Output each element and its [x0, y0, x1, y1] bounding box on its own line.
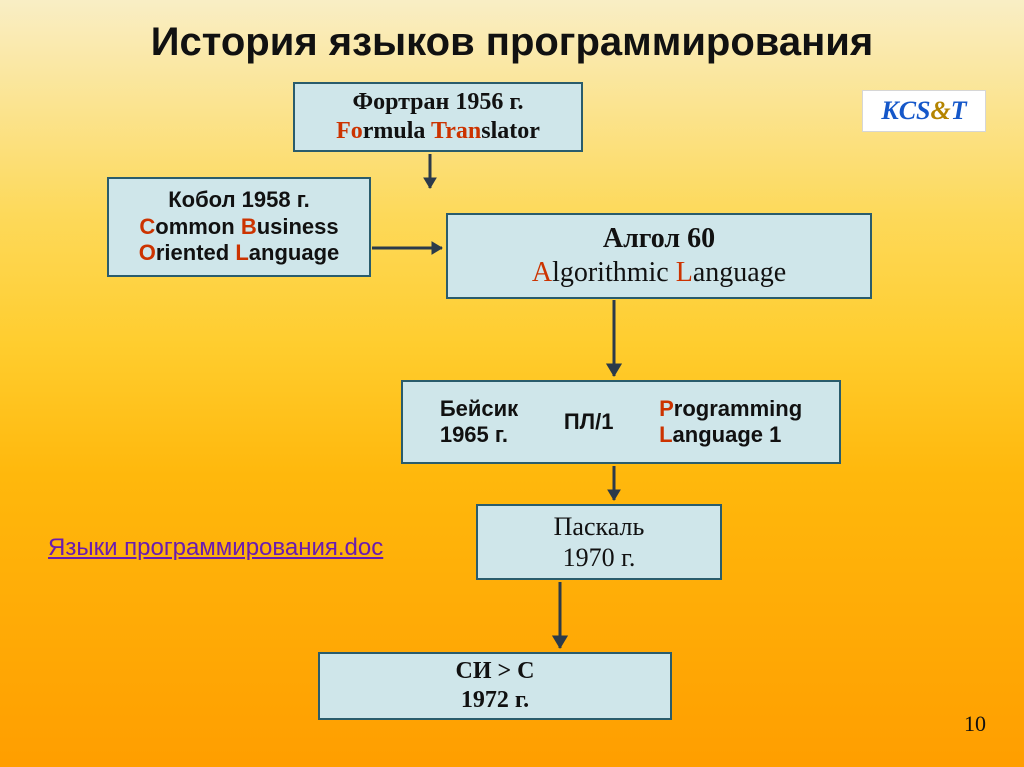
arrows-layer: [0, 0, 1024, 767]
document-link[interactable]: Языки программирования.doc: [48, 534, 383, 562]
page-number: 10: [964, 711, 986, 737]
